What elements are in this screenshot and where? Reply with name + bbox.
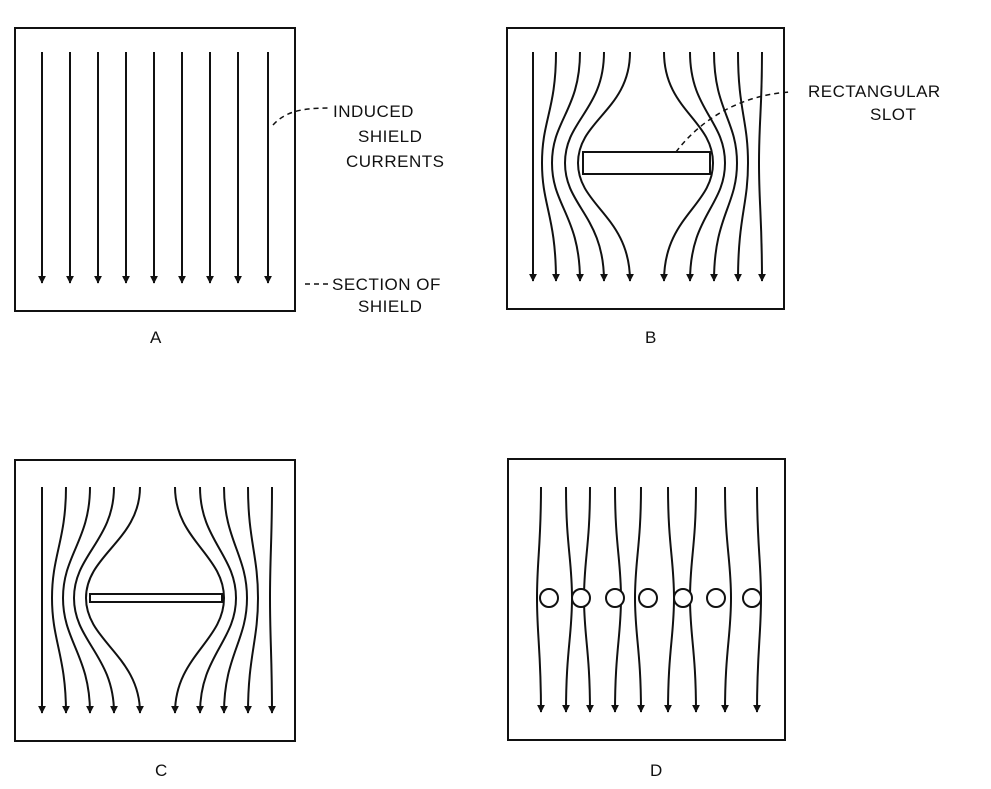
current-line-b-left-3 <box>550 51 584 282</box>
panel-d: D <box>507 458 786 780</box>
current-line-d-5 <box>633 486 645 713</box>
label-shield-2: SHIELD <box>358 297 422 316</box>
annotation-induced-shield-currents: INDUCED SHIELD CURRENTS <box>272 102 444 171</box>
panel-label-c: C <box>155 761 167 780</box>
label-section-of: SECTION OF <box>332 275 441 294</box>
current-line-b-left-5 <box>576 51 634 282</box>
current-line-c-left-3 <box>61 486 94 714</box>
current-lines-c <box>38 486 276 714</box>
annotation-section-of-shield: SECTION OF SHIELD <box>305 275 441 316</box>
current-line-c-right-1 <box>171 486 226 714</box>
rectangular-slot-b <box>582 151 711 175</box>
shield-section-d <box>507 458 786 741</box>
current-line-b-right-5 <box>757 51 766 282</box>
current-line-d-1 <box>535 486 545 713</box>
current-line-b-right-3 <box>710 51 739 282</box>
circular-hole-4 <box>638 588 658 608</box>
current-line-c-right-5 <box>267 486 276 714</box>
circular-hole-1 <box>539 588 559 608</box>
label-induced: INDUCED <box>333 102 414 121</box>
circular-hole-3 <box>605 588 625 608</box>
current-line-d-8 <box>721 486 733 713</box>
circular-holes-d <box>539 588 762 608</box>
current-line-b-left-2 <box>540 51 560 282</box>
label-rectangular: RECTANGULAR <box>808 82 941 101</box>
current-line-b-right-4 <box>734 51 750 282</box>
leader-line-slot <box>675 91 791 153</box>
current-line-d-6 <box>664 486 676 713</box>
current-line-c-left-5 <box>84 486 144 714</box>
narrow-slot-c <box>89 593 223 603</box>
panel-label-a: A <box>150 328 162 347</box>
circular-hole-6 <box>706 588 726 608</box>
current-line-c-left-2 <box>50 486 70 714</box>
shield-section-a <box>14 27 296 312</box>
panel-label-b: B <box>645 328 656 347</box>
current-line-c-right-4 <box>244 486 260 714</box>
circular-hole-7 <box>742 588 762 608</box>
annotation-rectangular-slot: RECTANGULAR SLOT <box>675 82 941 153</box>
panel-b: B <box>506 27 785 347</box>
current-line-c-right-2 <box>196 486 238 714</box>
circular-hole-5 <box>673 588 693 608</box>
label-shield: SHIELD <box>358 127 422 146</box>
shield-section-c <box>14 459 296 742</box>
label-slot: SLOT <box>870 105 916 124</box>
current-line-b-left-4 <box>563 51 608 282</box>
panel-a: A <box>14 27 296 347</box>
panel-label-d: D <box>650 761 662 780</box>
current-lines-a <box>38 52 272 284</box>
current-line-b-right-2 <box>686 51 727 282</box>
panel-c: C <box>14 459 296 780</box>
circular-hole-2 <box>571 588 591 608</box>
current-line-d-2 <box>562 486 574 713</box>
current-line-c-left-4 <box>72 486 118 714</box>
current-line-c-right-3 <box>220 486 249 714</box>
leader-line-currents <box>272 107 331 126</box>
current-line-b-right-1 <box>660 51 715 282</box>
label-currents: CURRENTS <box>346 152 444 171</box>
current-lines-b <box>529 51 766 282</box>
shield-section-b <box>506 27 785 310</box>
